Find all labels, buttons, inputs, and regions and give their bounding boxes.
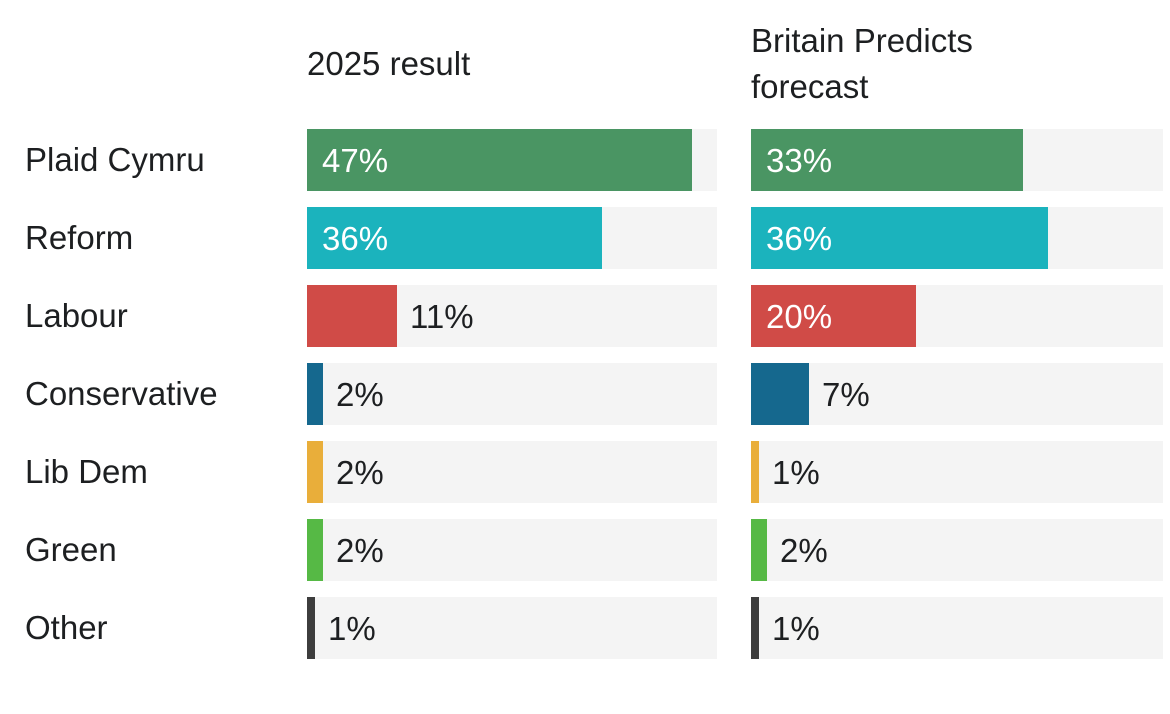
forecast-bar-track: 20%: [751, 285, 1163, 347]
category-label: Reform: [25, 219, 134, 256]
category-label: Labour: [25, 297, 128, 334]
column-header-2025-result: 2025 result: [307, 45, 471, 82]
forecast-bar: [751, 285, 916, 347]
result-bar: [307, 363, 323, 425]
result-bar: [307, 207, 602, 269]
forecast-bar: [751, 129, 1023, 191]
result-value-label: 2%: [336, 454, 384, 491]
result-bar-track: 2%: [307, 441, 717, 503]
chart-row: Plaid Cymru 47% 33%: [0, 129, 1170, 191]
category-label: Green: [25, 531, 117, 568]
forecast-value-label: 36%: [766, 220, 833, 257]
chart-row: Conservative 2% 7%: [0, 363, 1170, 425]
result-bar-track: 11%: [307, 285, 717, 347]
forecast-bar-track: 1%: [751, 441, 1163, 503]
forecast-value-label: 7%: [822, 376, 870, 413]
forecast-value-label: 20%: [766, 298, 833, 335]
forecast-bar: [751, 363, 809, 425]
forecast-value-label: 2%: [780, 532, 828, 569]
result-bar: [307, 597, 315, 659]
result-bar: [307, 285, 397, 347]
forecast-bar: [751, 519, 767, 581]
category-label: Other: [25, 609, 108, 646]
chart-row: Reform 36% 36%: [0, 207, 1170, 269]
result-bar-track: 36%: [307, 207, 717, 269]
category-label: Conservative: [25, 375, 218, 412]
result-bar-track: 47%: [307, 129, 717, 191]
result-bar: [307, 441, 323, 503]
category-label: Plaid Cymru: [25, 141, 205, 178]
result-value-label: 36%: [322, 220, 389, 257]
result-bar-track: 2%: [307, 519, 717, 581]
result-value-label: 11%: [410, 298, 474, 335]
chart-row: Other 1% 1%: [0, 597, 1170, 659]
forecast-bar: [751, 597, 759, 659]
result-value-label: 47%: [322, 142, 389, 179]
chart-row: Lib Dem 2% 1%: [0, 441, 1170, 503]
forecast-value-label: 33%: [766, 142, 833, 179]
forecast-value-label: 1%: [772, 610, 820, 647]
forecast-bar-track: 7%: [751, 363, 1163, 425]
chart-row: Labour 11% 20%: [0, 285, 1170, 347]
result-bar-track: 1%: [307, 597, 717, 659]
forecast-value-label: 1%: [772, 454, 820, 491]
forecast-bar: [751, 441, 759, 503]
forecast-bar: [751, 207, 1048, 269]
result-bar: [307, 519, 323, 581]
result-bar: [307, 129, 692, 191]
category-label: Lib Dem: [25, 453, 148, 490]
result-value-label: 1%: [328, 610, 376, 647]
chart-row: Green 2% 2%: [0, 519, 1170, 581]
forecast-bar-track: 33%: [751, 129, 1163, 191]
forecast-bar-track: 2%: [751, 519, 1163, 581]
forecast-bar-track: 1%: [751, 597, 1163, 659]
result-value-label: 2%: [336, 532, 384, 569]
result-value-label: 2%: [336, 376, 384, 413]
forecast-bar-track: 36%: [751, 207, 1163, 269]
column-header-britain-predicts-forecast: Britain Predicts forecast: [751, 22, 973, 105]
result-bar-track: 2%: [307, 363, 717, 425]
